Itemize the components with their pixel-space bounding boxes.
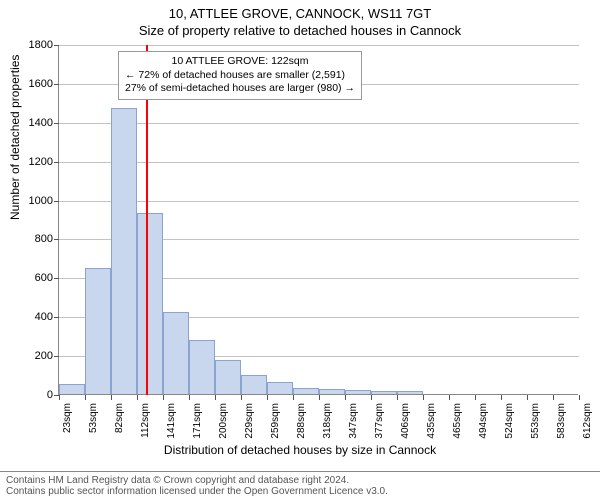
xtick-mark (527, 395, 528, 400)
ytick-mark (54, 239, 59, 240)
xtick-label: 406sqm (400, 403, 411, 439)
xtick-label: 229sqm (244, 403, 255, 439)
xtick-label: 318sqm (322, 403, 333, 439)
xtick-label: 524sqm (504, 403, 515, 439)
ytick-mark (54, 45, 59, 46)
xtick-mark (163, 395, 164, 400)
annotation-line2: ← 72% of detached houses are smaller (2,… (125, 69, 355, 83)
ytick-label: 1200 (13, 156, 53, 168)
xtick-label: 200sqm (218, 403, 229, 439)
histogram-bar (189, 340, 215, 394)
xtick-mark (553, 395, 554, 400)
xtick-mark (59, 395, 60, 400)
xtick-label: 583sqm (556, 403, 567, 439)
xtick-mark (267, 395, 268, 400)
gridline (59, 201, 579, 202)
xtick-mark (475, 395, 476, 400)
xtick-mark (371, 395, 372, 400)
histogram-bar (371, 391, 397, 394)
ytick-mark (54, 84, 59, 85)
histogram-bar (267, 382, 293, 394)
gridline (59, 162, 579, 163)
ytick-label: 0 (13, 389, 53, 401)
xtick-mark (111, 395, 112, 400)
chart-title: 10, ATTLEE GROVE, CANNOCK, WS11 7GT (0, 0, 600, 21)
xtick-mark (449, 395, 450, 400)
xtick-label: 141sqm (166, 403, 177, 439)
xtick-label: 259sqm (270, 403, 281, 439)
plot-area: 02004006008001000120014001600180023sqm53… (58, 45, 578, 395)
xtick-label: 82sqm (114, 403, 125, 433)
xtick-label: 112sqm (140, 403, 151, 438)
histogram-bar (293, 388, 319, 394)
ytick-label: 800 (13, 233, 53, 245)
xtick-label: 553sqm (530, 403, 541, 439)
xtick-label: 465sqm (452, 403, 463, 439)
xtick-label: 347sqm (348, 403, 359, 439)
xtick-label: 494sqm (478, 403, 489, 439)
histogram-bar (163, 312, 189, 394)
histogram-bar (85, 268, 111, 394)
histogram-bar (59, 384, 85, 394)
ytick-mark (54, 201, 59, 202)
xtick-mark (319, 395, 320, 400)
ytick-label: 1800 (13, 39, 53, 51)
ytick-label: 1000 (13, 195, 53, 207)
annotation-box: 10 ATTLEE GROVE: 122sqm ← 72% of detache… (118, 51, 362, 100)
footer: Contains HM Land Registry data © Crown c… (0, 471, 600, 500)
ytick-mark (54, 123, 59, 124)
x-axis-label: Distribution of detached houses by size … (0, 443, 600, 457)
histogram-bar (137, 213, 163, 394)
ytick-label: 200 (13, 350, 53, 362)
xtick-mark (215, 395, 216, 400)
xtick-label: 23sqm (62, 403, 73, 433)
xtick-mark (501, 395, 502, 400)
chart-subtitle: Size of property relative to detached ho… (0, 21, 600, 38)
xtick-label: 171sqm (192, 403, 203, 439)
xtick-label: 53sqm (88, 403, 99, 433)
annotation-line3: 27% of semi-detached houses are larger (… (125, 82, 355, 96)
xtick-mark (293, 395, 294, 400)
histogram-bar (397, 391, 423, 394)
xtick-label: 612sqm (582, 403, 593, 439)
xtick-mark (85, 395, 86, 400)
footer-line1: Contains HM Land Registry data © Crown c… (6, 475, 594, 486)
footer-line2: Contains public sector information licen… (6, 486, 594, 497)
xtick-label: 377sqm (374, 403, 385, 439)
ytick-label: 600 (13, 272, 53, 284)
gridline (59, 123, 579, 124)
histogram-bar (345, 390, 371, 394)
xtick-mark (137, 395, 138, 400)
ytick-mark (54, 317, 59, 318)
ytick-mark (54, 162, 59, 163)
xtick-mark (189, 395, 190, 400)
xtick-mark (345, 395, 346, 400)
histogram-bar (215, 360, 241, 394)
annotation-line1: 10 ATTLEE GROVE: 122sqm (125, 55, 355, 69)
histogram-bar (319, 389, 345, 394)
ytick-mark (54, 278, 59, 279)
ytick-mark (54, 356, 59, 357)
histogram-bar (241, 375, 267, 394)
ytick-label: 400 (13, 311, 53, 323)
histogram-bar (111, 108, 137, 394)
xtick-mark (241, 395, 242, 400)
xtick-label: 288sqm (296, 403, 307, 439)
ytick-label: 1600 (13, 78, 53, 90)
chart-container: 10, ATTLEE GROVE, CANNOCK, WS11 7GT Size… (0, 0, 600, 500)
xtick-label: 435sqm (426, 403, 437, 439)
gridline (59, 45, 579, 46)
xtick-mark (579, 395, 580, 400)
ytick-label: 1400 (13, 117, 53, 129)
xtick-mark (397, 395, 398, 400)
xtick-mark (423, 395, 424, 400)
